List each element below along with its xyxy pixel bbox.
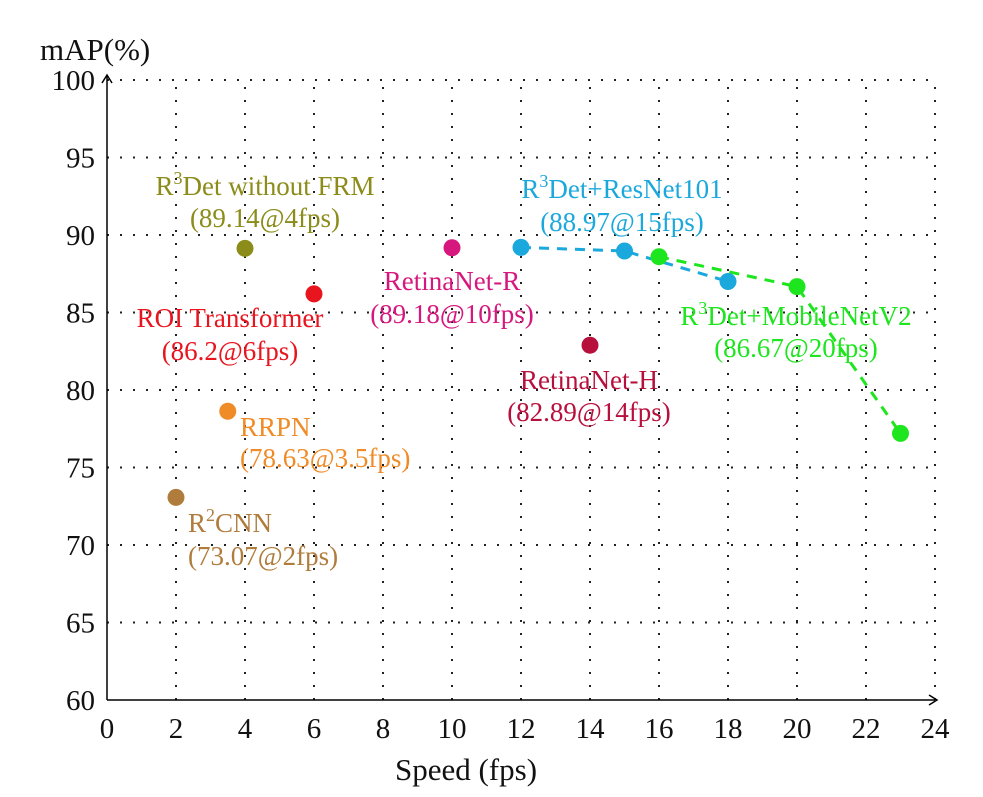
label-text: Det+ResNet101 (548, 174, 722, 204)
label-text: Det+MobileNetV2 (707, 301, 911, 331)
label-superscript: 2 (206, 505, 215, 525)
y-tick-label: 80 (66, 375, 95, 407)
label-superscript: 3 (173, 168, 182, 188)
data-label-name: R3Det+ResNet101 (521, 171, 722, 204)
y-tick-label: 100 (52, 65, 96, 97)
label-text: R (521, 174, 539, 204)
y-tick-label: 60 (66, 685, 95, 717)
x-tick-label: 22 (852, 713, 881, 745)
x-tick-label: 20 (783, 713, 812, 745)
grid (107, 79, 936, 700)
y-axis-title: mAP(%) (40, 32, 150, 67)
label-text: RRPN (240, 412, 311, 442)
data-points (167, 238, 909, 506)
data-label-annotation: (78.63@3.5fps) (240, 443, 410, 473)
x-tick-label: 6 (307, 713, 322, 745)
label-text: Det without FRM (182, 171, 374, 201)
series-point (788, 278, 806, 296)
data-label-annotation: (89.18@10fps) (370, 299, 534, 329)
data-label-name: R3Det without FRM (155, 168, 374, 201)
label-superscript: 3 (698, 298, 707, 318)
series-point (892, 424, 909, 442)
data-point (236, 239, 254, 257)
data-label-annotation: (88.97@15fps) (540, 207, 704, 237)
series-point (616, 242, 633, 260)
x-tick-label: 14 (576, 713, 606, 745)
label-superscript: 3 (539, 171, 548, 191)
data-point (305, 285, 323, 303)
data-label-name: RRPN (240, 412, 311, 442)
label-text: R (188, 508, 206, 538)
data-label-name: RetinaNet-R (384, 266, 520, 296)
x-tick-label: 24 (921, 713, 951, 745)
y-axis-arrow (101, 73, 113, 84)
label-text: R (680, 301, 698, 331)
label-text: R (155, 171, 173, 201)
y-tick-label: 75 (66, 453, 95, 485)
x-tick-label: 4 (238, 713, 253, 745)
x-axis-arrow (928, 694, 939, 706)
data-label-name: R3Det+MobileNetV2 (680, 298, 911, 331)
label-text: RetinaNet-H (520, 365, 658, 395)
y-tick-label: 90 (66, 220, 95, 252)
series-point (719, 273, 737, 290)
data-label-annotation: (86.2@6fps) (162, 336, 299, 366)
data-label-annotation: (73.07@2fps) (188, 541, 338, 571)
series-point (512, 238, 530, 256)
x-tick-label: 12 (507, 713, 536, 745)
data-point (219, 402, 237, 420)
series-lines (520, 245, 902, 435)
y-tick-label: 65 (66, 608, 95, 640)
y-tick-label: 70 (66, 530, 95, 562)
data-point (443, 239, 461, 257)
y-tick-label: 85 (66, 298, 95, 330)
label-text: RetinaNet-R (384, 266, 520, 296)
x-tick-label: 2 (169, 713, 184, 745)
label-text: CNN (215, 508, 272, 538)
x-tick-label: 0 (100, 713, 115, 745)
data-label-name: RetinaNet-H (520, 365, 658, 395)
data-label-annotation: (82.89@14fps) (507, 397, 671, 427)
x-tick-label: 18 (714, 713, 743, 745)
x-tick-label: 16 (645, 713, 674, 745)
data-point (167, 488, 185, 506)
data-label-annotation: (86.67@20fps) (714, 333, 878, 363)
data-label-name: R2CNN (188, 505, 272, 538)
series-line (658, 255, 902, 435)
data-labels: R3Det without FRM(89.14@4fps)ROI Transfo… (137, 168, 912, 571)
label-text: ROI Transformer (137, 303, 324, 333)
x-axis-title: Speed (fps) (395, 752, 537, 787)
axes (101, 73, 939, 706)
data-point (581, 336, 599, 354)
data-label-annotation: (89.14@4fps) (190, 203, 340, 233)
y-tick-label: 95 (66, 143, 95, 175)
x-tick-label: 8 (376, 713, 391, 745)
x-tick-label: 10 (438, 713, 467, 745)
data-label-name: ROI Transformer (137, 303, 324, 333)
series-point (650, 248, 668, 266)
